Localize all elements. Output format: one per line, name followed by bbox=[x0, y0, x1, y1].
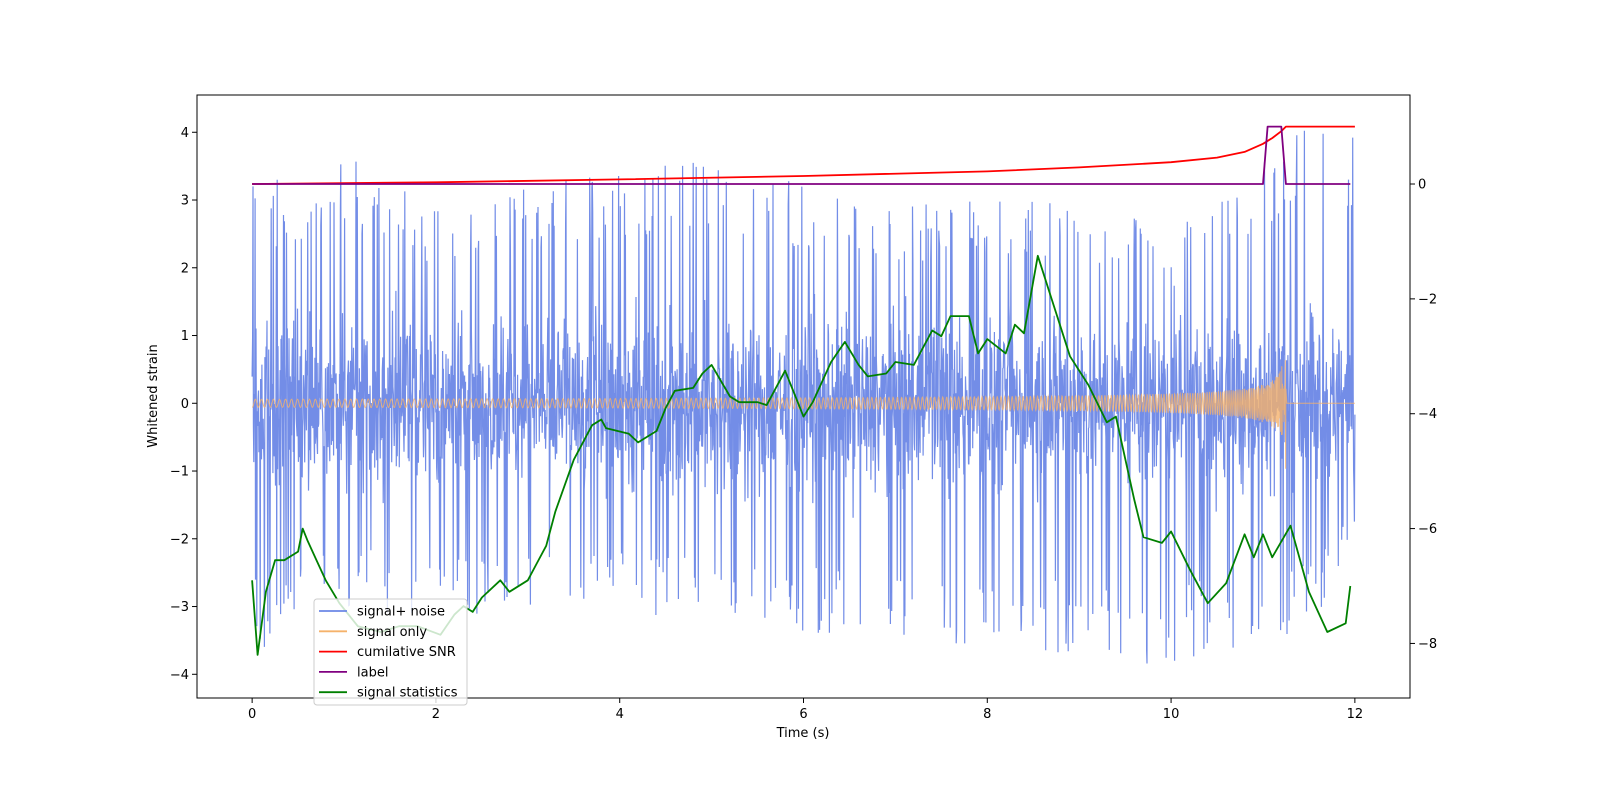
legend: signal+ noise signal only cumilative SNR la… bbox=[313, 598, 468, 706]
y2-tick-label: −2 bbox=[1418, 292, 1437, 307]
y-axis-right: −8 −6 −4 −2 0 bbox=[1410, 178, 1437, 652]
y-tick-label: 0 bbox=[181, 397, 189, 412]
y2-tick-label: −4 bbox=[1418, 407, 1437, 422]
y-tick-label: −1 bbox=[170, 465, 189, 480]
legend-box bbox=[313, 598, 468, 706]
legend-entry-signal-only-text: signal only bbox=[357, 625, 427, 640]
y-tick-label: 4 bbox=[181, 126, 189, 141]
series-signal-only-line bbox=[252, 360, 1355, 469]
y-axis-label: Whitened strain bbox=[146, 344, 161, 447]
legend-entry-cumulative-snr-text: cumilative SNR bbox=[357, 645, 456, 660]
series-cumulative-snr-line bbox=[252, 125, 1355, 185]
y2-tick-label: −8 bbox=[1418, 637, 1437, 652]
y-tick-label: 3 bbox=[181, 194, 189, 209]
x-tick-label: 10 bbox=[1163, 707, 1180, 722]
plot-area bbox=[251, 125, 1356, 664]
y-axis-left: −4 −3 −2 −1 0 1 2 3 4 bbox=[170, 126, 197, 683]
x-tick-label: 4 bbox=[616, 707, 624, 722]
x-tick-label: 8 bbox=[983, 707, 991, 722]
x-tick-label: 2 bbox=[432, 707, 440, 722]
legend-entry-signal-statistics-text: signal statistics bbox=[357, 686, 458, 701]
legend-entry-label-text: label bbox=[357, 665, 388, 680]
series-signal-noise-line bbox=[251, 130, 1356, 664]
y-tick-label: −4 bbox=[170, 668, 189, 683]
series-label-line bbox=[252, 125, 1351, 185]
x-axis: 0 2 4 6 8 10 12 bbox=[248, 698, 1363, 722]
x-tick-label: 6 bbox=[799, 707, 807, 722]
y-tick-label: −3 bbox=[170, 600, 189, 615]
y2-tick-label: 0 bbox=[1418, 178, 1426, 193]
y2-tick-label: −6 bbox=[1418, 522, 1437, 537]
x-axis-label: Time (s) bbox=[776, 726, 830, 741]
y-tick-label: −2 bbox=[170, 532, 189, 547]
y-tick-label: 2 bbox=[181, 261, 189, 276]
x-tick-label: 0 bbox=[248, 707, 256, 722]
x-tick-label: 12 bbox=[1347, 707, 1364, 722]
y-tick-label: 1 bbox=[181, 329, 189, 344]
legend-entry-signal-noise-text: signal+ noise bbox=[357, 605, 445, 620]
